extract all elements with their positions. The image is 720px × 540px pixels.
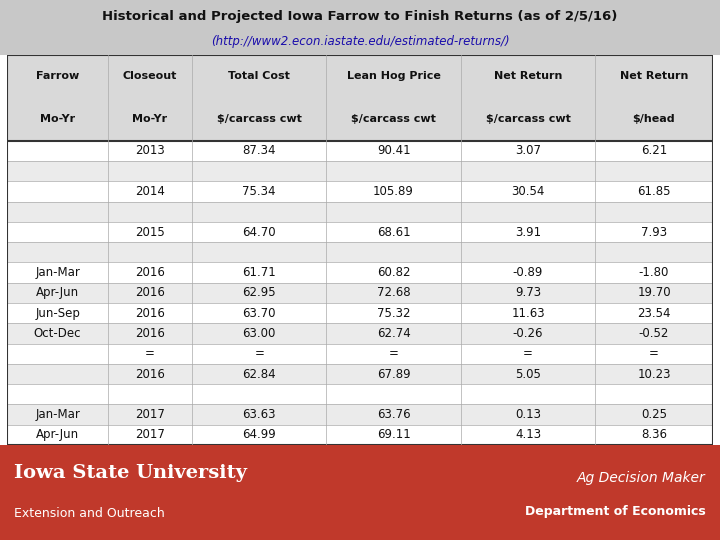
Text: 0.25: 0.25 [641, 408, 667, 421]
Text: Total Cost: Total Cost [228, 71, 290, 82]
Text: =: = [145, 347, 155, 360]
Text: Mo-Yr: Mo-Yr [40, 114, 75, 124]
Text: 2016: 2016 [135, 266, 165, 279]
Text: Jan-Mar: Jan-Mar [35, 266, 80, 279]
Text: 62.95: 62.95 [243, 286, 276, 299]
FancyBboxPatch shape [7, 303, 713, 323]
Text: 2017: 2017 [135, 428, 165, 441]
Text: 2016: 2016 [135, 286, 165, 299]
Text: Extension and Outreach: Extension and Outreach [14, 507, 165, 520]
FancyBboxPatch shape [7, 323, 713, 343]
Text: 75.32: 75.32 [377, 307, 410, 320]
Text: 62.74: 62.74 [377, 327, 410, 340]
Text: =: = [523, 347, 533, 360]
Text: 30.54: 30.54 [511, 185, 545, 198]
Text: 8.36: 8.36 [641, 428, 667, 441]
Text: 0.13: 0.13 [515, 408, 541, 421]
Text: 3.91: 3.91 [515, 226, 541, 239]
Text: 60.82: 60.82 [377, 266, 410, 279]
Text: 6.21: 6.21 [641, 144, 667, 158]
Text: 68.61: 68.61 [377, 226, 410, 239]
Text: 64.70: 64.70 [243, 226, 276, 239]
Text: 75.34: 75.34 [243, 185, 276, 198]
Text: Closeout: Closeout [123, 71, 177, 82]
Text: 2017: 2017 [135, 408, 165, 421]
Text: 9.73: 9.73 [515, 286, 541, 299]
FancyBboxPatch shape [7, 262, 713, 283]
Text: 10.23: 10.23 [637, 368, 671, 381]
Text: Jun-Sep: Jun-Sep [35, 307, 80, 320]
FancyBboxPatch shape [7, 364, 713, 384]
FancyBboxPatch shape [7, 384, 713, 404]
Text: $/head: $/head [633, 114, 675, 124]
Text: $/carcass cwt: $/carcass cwt [217, 114, 302, 124]
Text: Department of Economics: Department of Economics [525, 505, 706, 518]
Text: Mo-Yr: Mo-Yr [132, 114, 168, 124]
Text: $/carcass cwt: $/carcass cwt [351, 114, 436, 124]
Text: Net Return: Net Return [494, 71, 562, 82]
FancyBboxPatch shape [7, 404, 713, 425]
Text: =: = [649, 347, 659, 360]
Text: Net Return: Net Return [620, 71, 688, 82]
FancyBboxPatch shape [0, 0, 720, 55]
Text: 2015: 2015 [135, 226, 165, 239]
FancyBboxPatch shape [7, 55, 713, 141]
Text: 69.11: 69.11 [377, 428, 410, 441]
Text: Historical and Projected Iowa Farrow to Finish Returns (as of 2/5/16): Historical and Projected Iowa Farrow to … [102, 10, 618, 23]
Text: 87.34: 87.34 [243, 144, 276, 158]
FancyBboxPatch shape [7, 425, 713, 445]
FancyBboxPatch shape [7, 141, 713, 161]
Text: Jan-Mar: Jan-Mar [35, 408, 80, 421]
Text: 67.89: 67.89 [377, 368, 410, 381]
Text: 62.84: 62.84 [243, 368, 276, 381]
Text: Ag Decision Maker: Ag Decision Maker [577, 471, 706, 485]
Text: 2016: 2016 [135, 368, 165, 381]
Text: Apr-Jun: Apr-Jun [36, 286, 79, 299]
FancyBboxPatch shape [7, 343, 713, 364]
Text: 11.63: 11.63 [511, 307, 545, 320]
Text: (http://www2.econ.iastate.edu/estimated-returns/): (http://www2.econ.iastate.edu/estimated-… [211, 35, 509, 48]
Text: 90.41: 90.41 [377, 144, 410, 158]
Text: 19.70: 19.70 [637, 286, 671, 299]
FancyBboxPatch shape [7, 242, 713, 262]
FancyBboxPatch shape [7, 181, 713, 201]
Text: Lean Hog Price: Lean Hog Price [346, 71, 441, 82]
Text: Apr-Jun: Apr-Jun [36, 428, 79, 441]
Text: 23.54: 23.54 [637, 307, 671, 320]
Text: =: = [254, 347, 264, 360]
Text: Farrow: Farrow [36, 71, 79, 82]
Text: -1.80: -1.80 [639, 266, 669, 279]
Text: =: = [389, 347, 399, 360]
Text: -0.26: -0.26 [513, 327, 544, 340]
Text: 63.63: 63.63 [243, 408, 276, 421]
Text: 105.89: 105.89 [373, 185, 414, 198]
Text: 64.99: 64.99 [243, 428, 276, 441]
Text: 63.00: 63.00 [243, 327, 276, 340]
Text: -0.89: -0.89 [513, 266, 543, 279]
Text: 2014: 2014 [135, 185, 165, 198]
Text: 63.76: 63.76 [377, 408, 410, 421]
Text: 61.71: 61.71 [243, 266, 276, 279]
Text: 2016: 2016 [135, 327, 165, 340]
FancyBboxPatch shape [7, 201, 713, 222]
Text: Iowa State University: Iowa State University [14, 464, 248, 483]
Text: 3.07: 3.07 [515, 144, 541, 158]
Text: 63.70: 63.70 [243, 307, 276, 320]
Text: $/carcass cwt: $/carcass cwt [485, 114, 570, 124]
Text: 7.93: 7.93 [641, 226, 667, 239]
Text: -0.52: -0.52 [639, 327, 669, 340]
FancyBboxPatch shape [7, 161, 713, 181]
Text: Oct-Dec: Oct-Dec [34, 327, 81, 340]
FancyBboxPatch shape [7, 283, 713, 303]
Text: 61.85: 61.85 [637, 185, 671, 198]
Text: 4.13: 4.13 [515, 428, 541, 441]
FancyBboxPatch shape [0, 445, 720, 540]
Text: 2016: 2016 [135, 307, 165, 320]
Text: 2013: 2013 [135, 144, 165, 158]
FancyBboxPatch shape [7, 222, 713, 242]
Text: 5.05: 5.05 [515, 368, 541, 381]
Text: 72.68: 72.68 [377, 286, 410, 299]
